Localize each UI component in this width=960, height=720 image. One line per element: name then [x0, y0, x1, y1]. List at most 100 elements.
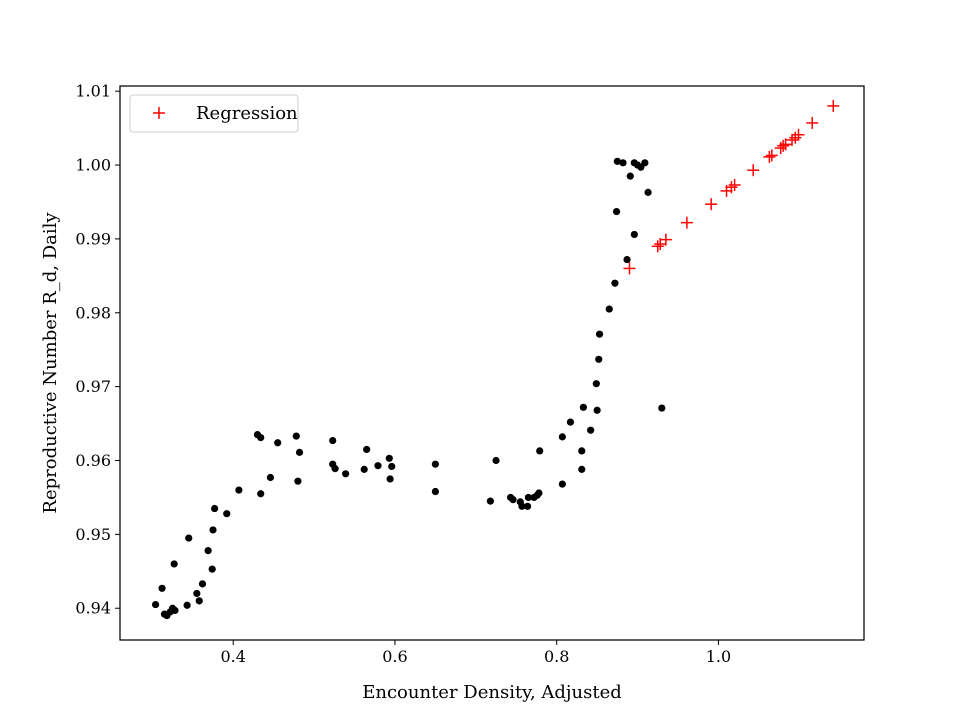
observed-point [274, 439, 282, 447]
regression-point [659, 233, 672, 246]
observed-point [235, 486, 243, 494]
regression-point [728, 178, 741, 191]
regression-point [806, 116, 819, 129]
observed-point [266, 473, 275, 482]
x-tick-label: 0.8 [544, 647, 569, 666]
observed-point [257, 490, 265, 498]
observed-point [386, 475, 394, 483]
regression-point [777, 139, 790, 152]
observed-point [592, 380, 600, 388]
y-axis-label: Reproductive Number R_d, Daily [40, 212, 61, 514]
observed-point [595, 355, 603, 363]
y-tick-label: 0.99 [75, 229, 111, 248]
observed-point [518, 502, 526, 510]
x-tick-label: 0.4 [220, 647, 245, 666]
observed-point [558, 480, 566, 488]
observed-point [363, 445, 371, 454]
regression-point [789, 131, 802, 144]
observed-point [185, 534, 193, 542]
observed-point [523, 502, 532, 510]
y-tick-label: 0.94 [75, 599, 111, 618]
observed-point [626, 172, 634, 180]
regression-point [765, 149, 778, 162]
y-tick-label: 0.98 [75, 303, 111, 322]
regression-point [725, 181, 738, 194]
regression-points [623, 99, 840, 275]
observed-points [151, 157, 666, 620]
legend: Regression [129, 94, 299, 133]
regression-point [680, 216, 693, 229]
y-axis: 0.94 0.95 0.96 0.97 0.98 0.99 1.00 1.01 [75, 82, 120, 618]
observed-point [431, 487, 439, 496]
observed-point [613, 157, 621, 165]
observed-point [342, 470, 350, 478]
observed-point [193, 589, 201, 598]
observed-point [385, 454, 393, 462]
observed-point [388, 462, 396, 471]
y-tick-label: 0.96 [75, 451, 111, 470]
regression-point [786, 133, 799, 146]
observed-point [623, 255, 631, 264]
regression-point [779, 138, 792, 151]
observed-point [593, 406, 601, 414]
regression-point [827, 99, 840, 112]
x-axis-label: Encounter Density, Adjusted [362, 682, 622, 703]
observed-point [524, 493, 532, 502]
observed-point [195, 597, 203, 605]
regression-point [705, 198, 718, 211]
observed-point [204, 547, 212, 555]
observed-point [492, 456, 500, 465]
observed-point [294, 477, 302, 485]
observed-point [295, 448, 304, 456]
observed-point [587, 426, 595, 434]
observed-point [209, 526, 217, 534]
legend-regression-label: Regression [196, 103, 298, 124]
observed-point [535, 489, 543, 497]
observed-point [331, 465, 339, 473]
observed-point [558, 433, 566, 441]
observed-point [611, 279, 619, 287]
observed-point [486, 497, 494, 505]
observed-point [211, 504, 219, 513]
observed-point [644, 188, 652, 196]
observed-point [595, 330, 604, 338]
plot-area-frame [119, 85, 865, 641]
y-tick-label: 0.95 [75, 525, 111, 544]
x-axis: 0.4 0.6 0.8 1.0 [220, 640, 731, 666]
regression-point [763, 150, 776, 163]
observed-point [257, 434, 265, 442]
observed-point [431, 460, 439, 468]
observed-point [170, 560, 178, 568]
observed-point [566, 418, 575, 426]
observed-point [536, 447, 544, 455]
observed-point [183, 601, 191, 609]
observed-point [658, 404, 666, 412]
observed-point [509, 496, 517, 504]
legend-regression-marker [153, 107, 165, 119]
observed-point [151, 600, 160, 609]
observed-point [158, 584, 166, 592]
regression-point [651, 240, 664, 253]
observed-point [578, 447, 586, 455]
x-tick-label: 0.6 [382, 647, 407, 666]
y-tick-label: 1.01 [75, 82, 111, 101]
legend-box [129, 94, 299, 133]
observed-point [641, 159, 649, 167]
observed-point [612, 207, 621, 216]
observed-point [619, 159, 627, 167]
observed-point [329, 436, 337, 445]
observed-point [292, 432, 300, 440]
observed-point [223, 510, 231, 518]
observed-point [630, 230, 638, 239]
x-tick-label: 1.0 [706, 647, 731, 666]
y-tick-label: 1.00 [75, 156, 111, 175]
observed-point [374, 462, 382, 470]
observed-point [579, 403, 587, 411]
regression-point [747, 164, 760, 177]
observed-point [198, 580, 207, 588]
regression-point [792, 128, 805, 141]
observed-point [208, 565, 216, 573]
observed-point [171, 606, 179, 615]
observed-point [360, 465, 368, 473]
